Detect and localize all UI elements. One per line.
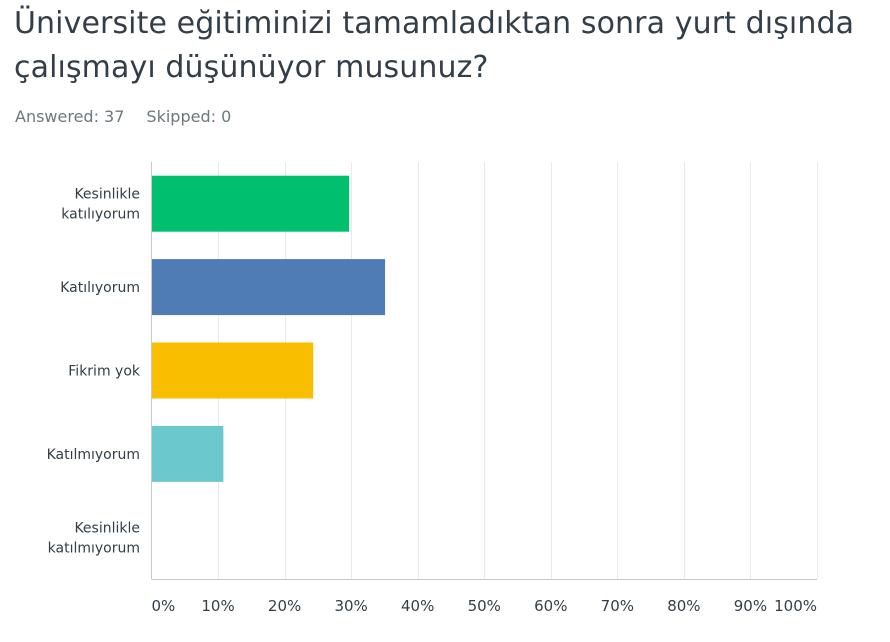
x-tick-label: 0% [152,597,176,615]
skipped-count: Skipped: 0 [146,107,232,126]
x-tick-label: 20% [268,597,301,615]
bar [151,425,224,482]
question-title: Üniversite eğitiminizi tamamladıktan son… [14,6,855,85]
x-tick-label: 100% [774,597,817,615]
category-label: katılmıyorum [48,540,140,556]
x-tick-label: 10% [201,597,234,615]
x-tick-label: 70% [601,597,634,615]
x-tick-label: 50% [468,597,501,615]
category-label: Kesinlikle [74,520,140,536]
bar [151,175,350,232]
x-tick-label: 60% [534,597,567,615]
response-stats: Answered: 37 Skipped: 0 [15,107,231,126]
x-tick-label: 30% [334,597,367,615]
category-label: Katılıyorum [60,280,140,296]
answered-count: Answered: 37 [15,107,125,126]
x-tick-label: 90% [734,597,767,615]
category-label: Fikrim yok [68,364,141,380]
bar [151,342,314,399]
x-tick-label: 80% [667,597,700,615]
category-label: Katılmıyorum [47,447,140,463]
category-label: katılıyorum [61,207,140,223]
category-label: Kesinlikle [74,187,140,203]
bar [151,259,386,316]
x-tick-label: 40% [401,597,434,615]
